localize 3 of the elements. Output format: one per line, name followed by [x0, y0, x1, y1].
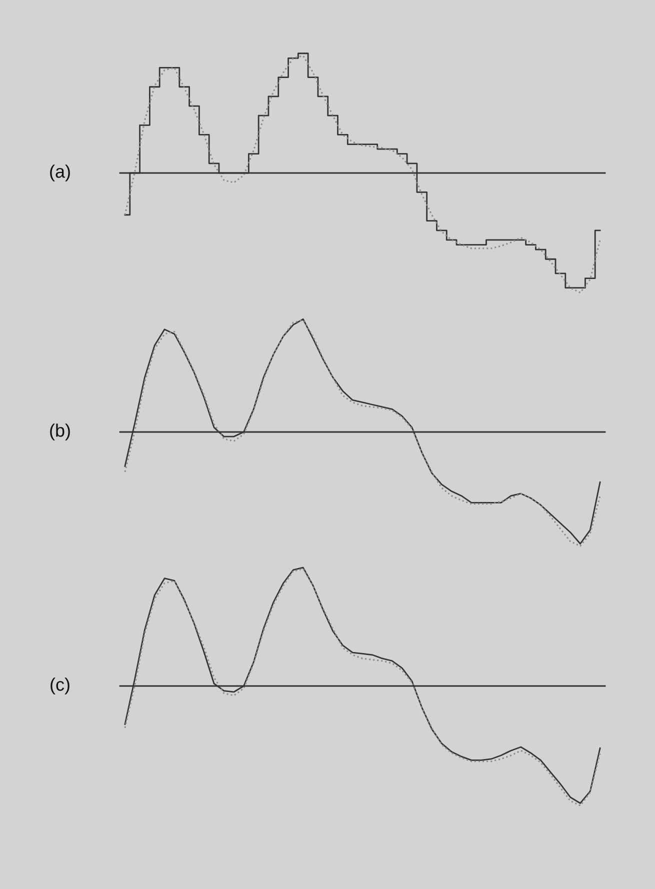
- text: (a): [50, 164, 70, 182]
- text: (b): [50, 424, 70, 440]
- text: (c): [50, 678, 70, 694]
